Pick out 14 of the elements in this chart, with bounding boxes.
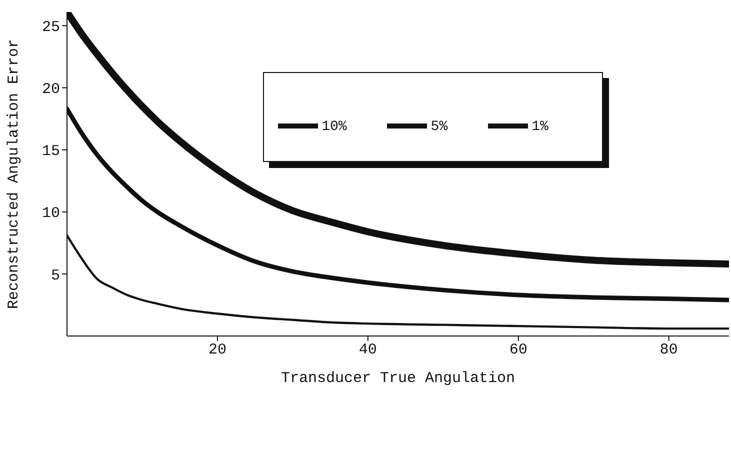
- x-tick-label: 60: [509, 342, 528, 359]
- x-tick-label: 20: [208, 342, 226, 359]
- y-tick-label: 15: [42, 143, 60, 160]
- y-axis-title: Reconstructed Angulation Error: [5, 38, 22, 310]
- legend-label: 10%: [322, 118, 347, 135]
- y-tick-label: 25: [42, 18, 60, 36]
- y-tick-label: 10: [42, 205, 60, 222]
- y-tick-label: 5: [50, 267, 60, 284]
- legend-label: 1%: [532, 118, 548, 135]
- x-tick-label: 80: [660, 342, 678, 359]
- x-tick-label: 40: [358, 342, 377, 359]
- y-tick-label: 20: [42, 81, 60, 98]
- legend-label: 5%: [430, 118, 448, 135]
- x-axis-title: Transducer True Angulation: [280, 370, 516, 387]
